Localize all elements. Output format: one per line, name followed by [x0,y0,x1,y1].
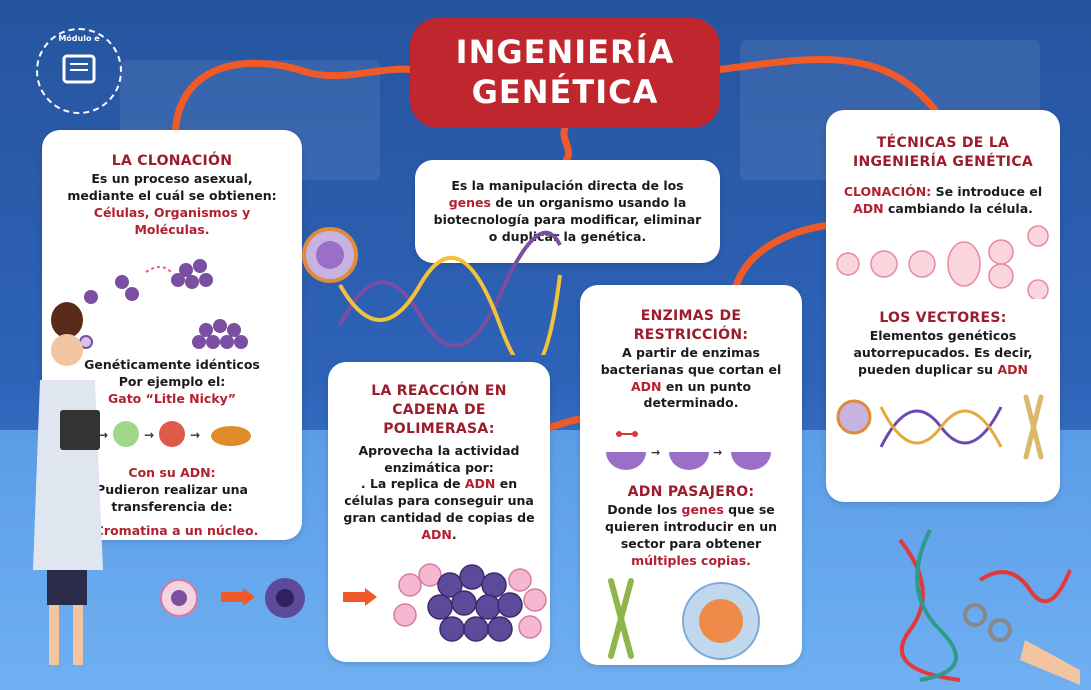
passenger-heading: ADN PASAJERO: [627,484,755,501]
definition-genes: genes [448,194,491,210]
enzymes-text-2: en un punto determinado. [643,378,752,411]
passenger-copies: múltiples copias. [631,552,751,568]
chromosome-illustration [608,577,760,660]
pcr-heading: LA REACCIÓN EN CADENA DE POLIMERASA: [371,383,507,437]
identical-label: Genéticamente idénticos [84,357,260,373]
pcr-text-3: . [451,527,457,543]
cloning-intro: Es un proceso asexual, mediante el cuál … [67,170,277,203]
svg-text:→: → [713,446,722,459]
example-cat: Gato “Litle Nicky” [108,391,236,407]
cat-cloning-illustration: → → → [78,420,251,448]
techniques-card: TÉCNICAS DE LA INGENIERÍA GENÉTICA CLONA… [826,110,1060,502]
definition-text-1: Es la manipulación directa de los [451,178,684,193]
title-line-1: INGENIERÍA [455,33,675,71]
example-pre: Por ejemplo el: [118,374,226,390]
definition-card: Es la manipulación directa de los genes … [415,160,720,263]
pcr-text-1: . La replica de [360,476,461,492]
pcr-adn-1: ADN [464,476,496,492]
dna-helix-decoration [302,227,562,355]
svg-text:→: → [144,428,154,442]
dna-item: . Cromatina a un núcleo. [85,523,259,539]
dna-heading: Con su ADN: [128,464,216,480]
dna-scissors-illustration [898,529,1080,685]
mitosis-illustration [836,224,1049,301]
pcr-text-2: en células para conseguir una gran canti… [343,476,535,526]
notebook-icon [62,54,96,84]
title-line-2: GENÉTICA [471,73,659,111]
pcr-adn-2: ADN [421,527,452,543]
logo-text: Módulo e [58,34,100,43]
enzyme-cut-illustration: → → [606,431,771,471]
module-logo: Módulo e [36,28,122,114]
svg-text:→: → [190,428,200,442]
passenger-text-2: que se quieren introducir en un sector p… [605,502,777,551]
cell-transformation-illustration [160,578,377,618]
dna-text: Pudieron realizar una transferencia de: [96,481,248,514]
clon-text-1: Se introduce el [935,183,1043,199]
vectors-text: Elementos genéticos autorrepucados. Es d… [853,328,1033,378]
enzymes-card: ENZIMAS DE RESTRICCIÓN: A partir de enzi… [580,285,802,665]
passenger-text-1: Donde los [607,502,678,518]
page-title: INGENIERÍA GENÉTICA [410,18,720,128]
cloning-items: Células, Organismos y Moléculas. [93,204,251,237]
cell-cluster-illustration [393,563,547,642]
scientist-illustration [33,302,103,665]
enzymes-heading: ENZIMAS DE RESTRICCIÓN: [633,308,749,343]
clon-adn: ADN [853,200,884,216]
definition-text-2: de un organismo usando la biotecnología … [433,194,702,244]
clon-label: CLONACIÓN: [843,183,932,199]
dna-helix-illustration [836,394,1044,460]
techniques-heading: TÉCNICAS DE LA INGENIERÍA GENÉTICA [852,135,1034,170]
vectors-adn: ADN [997,362,1028,378]
clon-text-2: cambiando la célula. [887,200,1033,216]
pcr-intro: Aprovecha la actividad enzimática por: [358,442,520,475]
svg-text:→: → [98,428,108,442]
svg-text:→: → [651,446,660,459]
enzymes-text-1: A partir de enzimas bacterianas que cort… [600,344,782,377]
cloning-heading: LA CLONACIÓN [111,153,233,169]
vectors-heading: LOS VECTORES: [879,310,1007,327]
enzymes-adn: ADN [630,378,662,394]
passenger-genes: genes [681,502,724,518]
